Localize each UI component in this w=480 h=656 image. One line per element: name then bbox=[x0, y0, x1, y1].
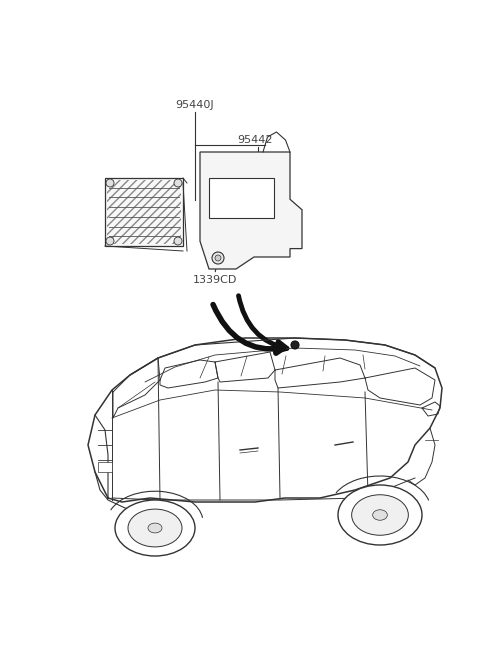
Circle shape bbox=[106, 179, 114, 187]
Circle shape bbox=[106, 237, 114, 245]
Ellipse shape bbox=[338, 485, 422, 545]
Ellipse shape bbox=[148, 523, 162, 533]
Text: 95442: 95442 bbox=[237, 135, 273, 145]
Bar bbox=[105, 178, 183, 246]
Circle shape bbox=[212, 252, 224, 264]
Bar bbox=[107, 180, 181, 244]
Circle shape bbox=[174, 179, 182, 187]
Bar bbox=[209, 178, 274, 218]
Circle shape bbox=[174, 237, 182, 245]
Circle shape bbox=[291, 341, 299, 349]
Ellipse shape bbox=[128, 509, 182, 547]
Text: 95440J: 95440J bbox=[176, 100, 214, 110]
Text: 1339CD: 1339CD bbox=[193, 275, 237, 285]
Polygon shape bbox=[200, 152, 302, 269]
Circle shape bbox=[215, 255, 221, 261]
Ellipse shape bbox=[372, 510, 387, 520]
Ellipse shape bbox=[115, 500, 195, 556]
Bar bbox=[98, 462, 112, 472]
Ellipse shape bbox=[352, 495, 408, 535]
